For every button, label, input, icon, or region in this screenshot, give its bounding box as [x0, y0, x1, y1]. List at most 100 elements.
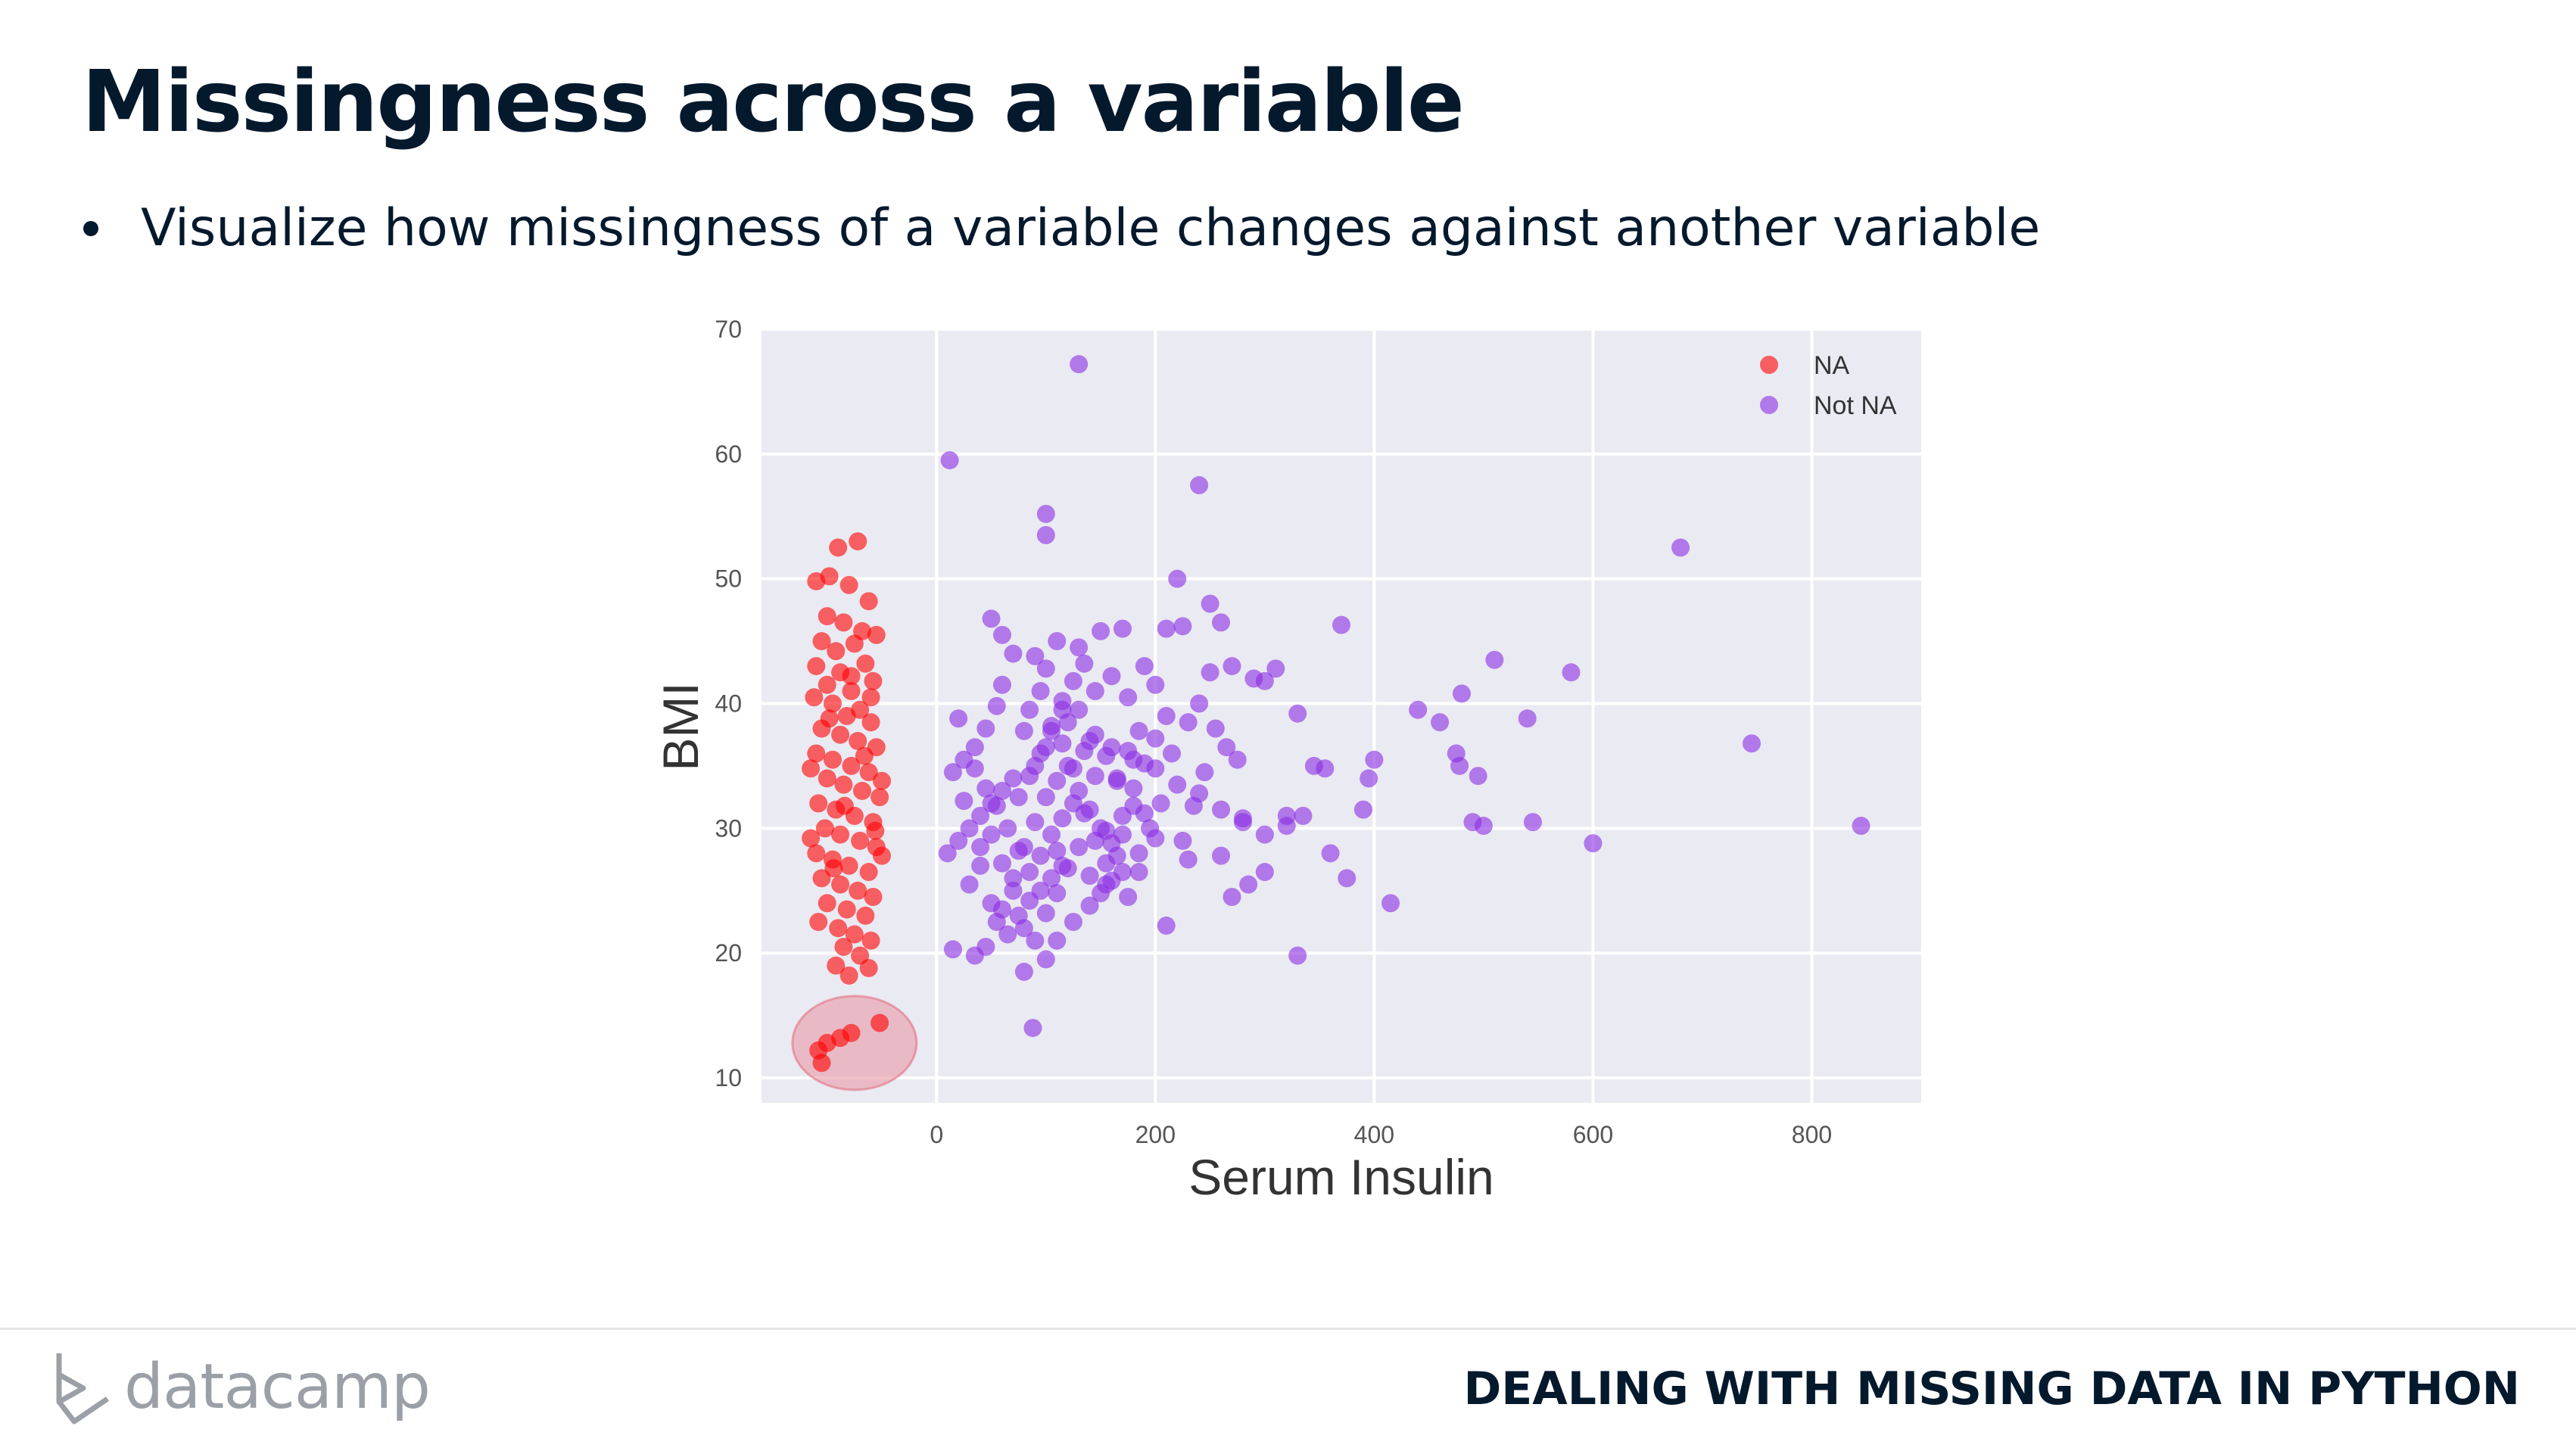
not-na-point: [940, 451, 959, 470]
na-point: [802, 829, 821, 848]
na-point: [856, 906, 875, 925]
not-na-point: [1239, 875, 1258, 894]
legend: NA Not NA: [1760, 351, 1897, 420]
slide-title: Missingness across a variable: [82, 53, 1465, 151]
not-na-point: [1151, 794, 1170, 813]
not-na-point: [977, 937, 995, 956]
not-na-point: [1157, 707, 1176, 725]
not-na-point: [1031, 744, 1050, 763]
not-na-point: [998, 925, 1017, 944]
not-na-point: [1135, 657, 1154, 676]
y-tick-label: 60: [715, 441, 742, 468]
logo-wordmark: datacamp: [124, 1350, 431, 1423]
not-na-point: [998, 819, 1017, 838]
na-point: [866, 821, 885, 840]
not-na-point: [965, 738, 984, 757]
not-na-point: [1360, 769, 1378, 788]
bullet-dot: [83, 220, 98, 236]
y-tick-label: 50: [715, 565, 742, 593]
not-na-point: [1129, 844, 1148, 863]
na-point: [807, 657, 826, 676]
na-point: [839, 966, 858, 985]
not-na-point: [1014, 721, 1033, 740]
na-point: [820, 709, 839, 728]
na-point: [849, 532, 867, 551]
not-na-point: [992, 625, 1011, 644]
na-point: [827, 956, 846, 975]
not-na-point: [982, 825, 1001, 844]
na-point: [839, 575, 858, 594]
not-na-point: [1129, 863, 1148, 882]
not-na-point: [1053, 809, 1072, 828]
na-point: [818, 607, 836, 626]
highlight-layer: [791, 995, 918, 1091]
x-tick-label: 200: [1135, 1121, 1176, 1148]
not-na-point: [1431, 713, 1450, 732]
not-na-point: [1113, 825, 1132, 844]
not-na-point: [955, 792, 973, 811]
not-na-point: [1255, 671, 1274, 690]
not-na-point: [1168, 569, 1187, 588]
not-na-point: [992, 854, 1011, 873]
not-na-point: [1179, 713, 1198, 732]
na-points-layer: [802, 532, 891, 1073]
na-point: [845, 925, 864, 944]
not-na-point: [1562, 663, 1581, 682]
not-na-point: [1042, 869, 1061, 888]
na-point: [831, 825, 850, 844]
na-point: [842, 667, 861, 686]
na-point: [859, 763, 878, 782]
na-point: [864, 888, 883, 907]
x-tick-label: 400: [1354, 1121, 1394, 1148]
not-na-point: [1233, 813, 1252, 832]
not-na-point: [1070, 700, 1089, 719]
not-na-point: [1031, 682, 1050, 701]
not-na-point: [1036, 504, 1055, 523]
not-na-point: [943, 940, 962, 959]
not-na-point: [987, 696, 1006, 715]
not-na-point: [1742, 734, 1761, 753]
y-tick-label: 10: [715, 1064, 742, 1091]
not-na-point: [949, 831, 968, 850]
not-na-point: [1048, 931, 1067, 950]
not-na-point: [1004, 881, 1023, 900]
datacamp-logo[interactable]: datacamp: [53, 1349, 431, 1425]
not-na-point: [1042, 825, 1061, 844]
not-na-point: [1201, 594, 1219, 613]
not-na-point: [943, 763, 962, 782]
not-na-point: [971, 838, 990, 857]
not-na-point: [1026, 813, 1045, 832]
not-na-point: [1288, 946, 1307, 965]
tick-labels: 0 200 400 600 800 10 20 30 40 50 60 70: [715, 316, 1832, 1148]
na-point: [861, 713, 880, 732]
not-na-point: [1409, 700, 1428, 719]
na-point: [852, 781, 871, 800]
not-na-point: [1671, 538, 1690, 557]
na-point: [809, 912, 828, 931]
not-na-point: [1086, 725, 1104, 744]
na-point: [834, 937, 853, 956]
not-na-point: [1518, 709, 1537, 728]
not-na-point: [1184, 796, 1203, 815]
not-na-point: [1179, 850, 1198, 869]
not-na-point: [1092, 621, 1110, 640]
not-na-point: [1141, 819, 1160, 838]
not-na-point: [1338, 869, 1357, 888]
not-na-point: [1107, 771, 1126, 790]
not-na-point: [1009, 842, 1028, 861]
not-na-point: [1523, 813, 1542, 832]
not-na-point: [1212, 800, 1231, 819]
na-point: [845, 634, 864, 653]
not-na-point: [1162, 744, 1181, 763]
not-na-point: [1119, 888, 1138, 907]
not-na-point: [1070, 638, 1089, 657]
x-tick-label: 800: [1792, 1121, 1832, 1148]
not-na-point: [1026, 646, 1045, 665]
na-point: [856, 654, 875, 673]
not-na-point: [1036, 904, 1055, 923]
na-point: [824, 859, 843, 878]
not-na-point: [1026, 931, 1045, 950]
na-point: [834, 613, 853, 632]
na-point: [867, 625, 886, 644]
not-na-point: [992, 900, 1011, 919]
